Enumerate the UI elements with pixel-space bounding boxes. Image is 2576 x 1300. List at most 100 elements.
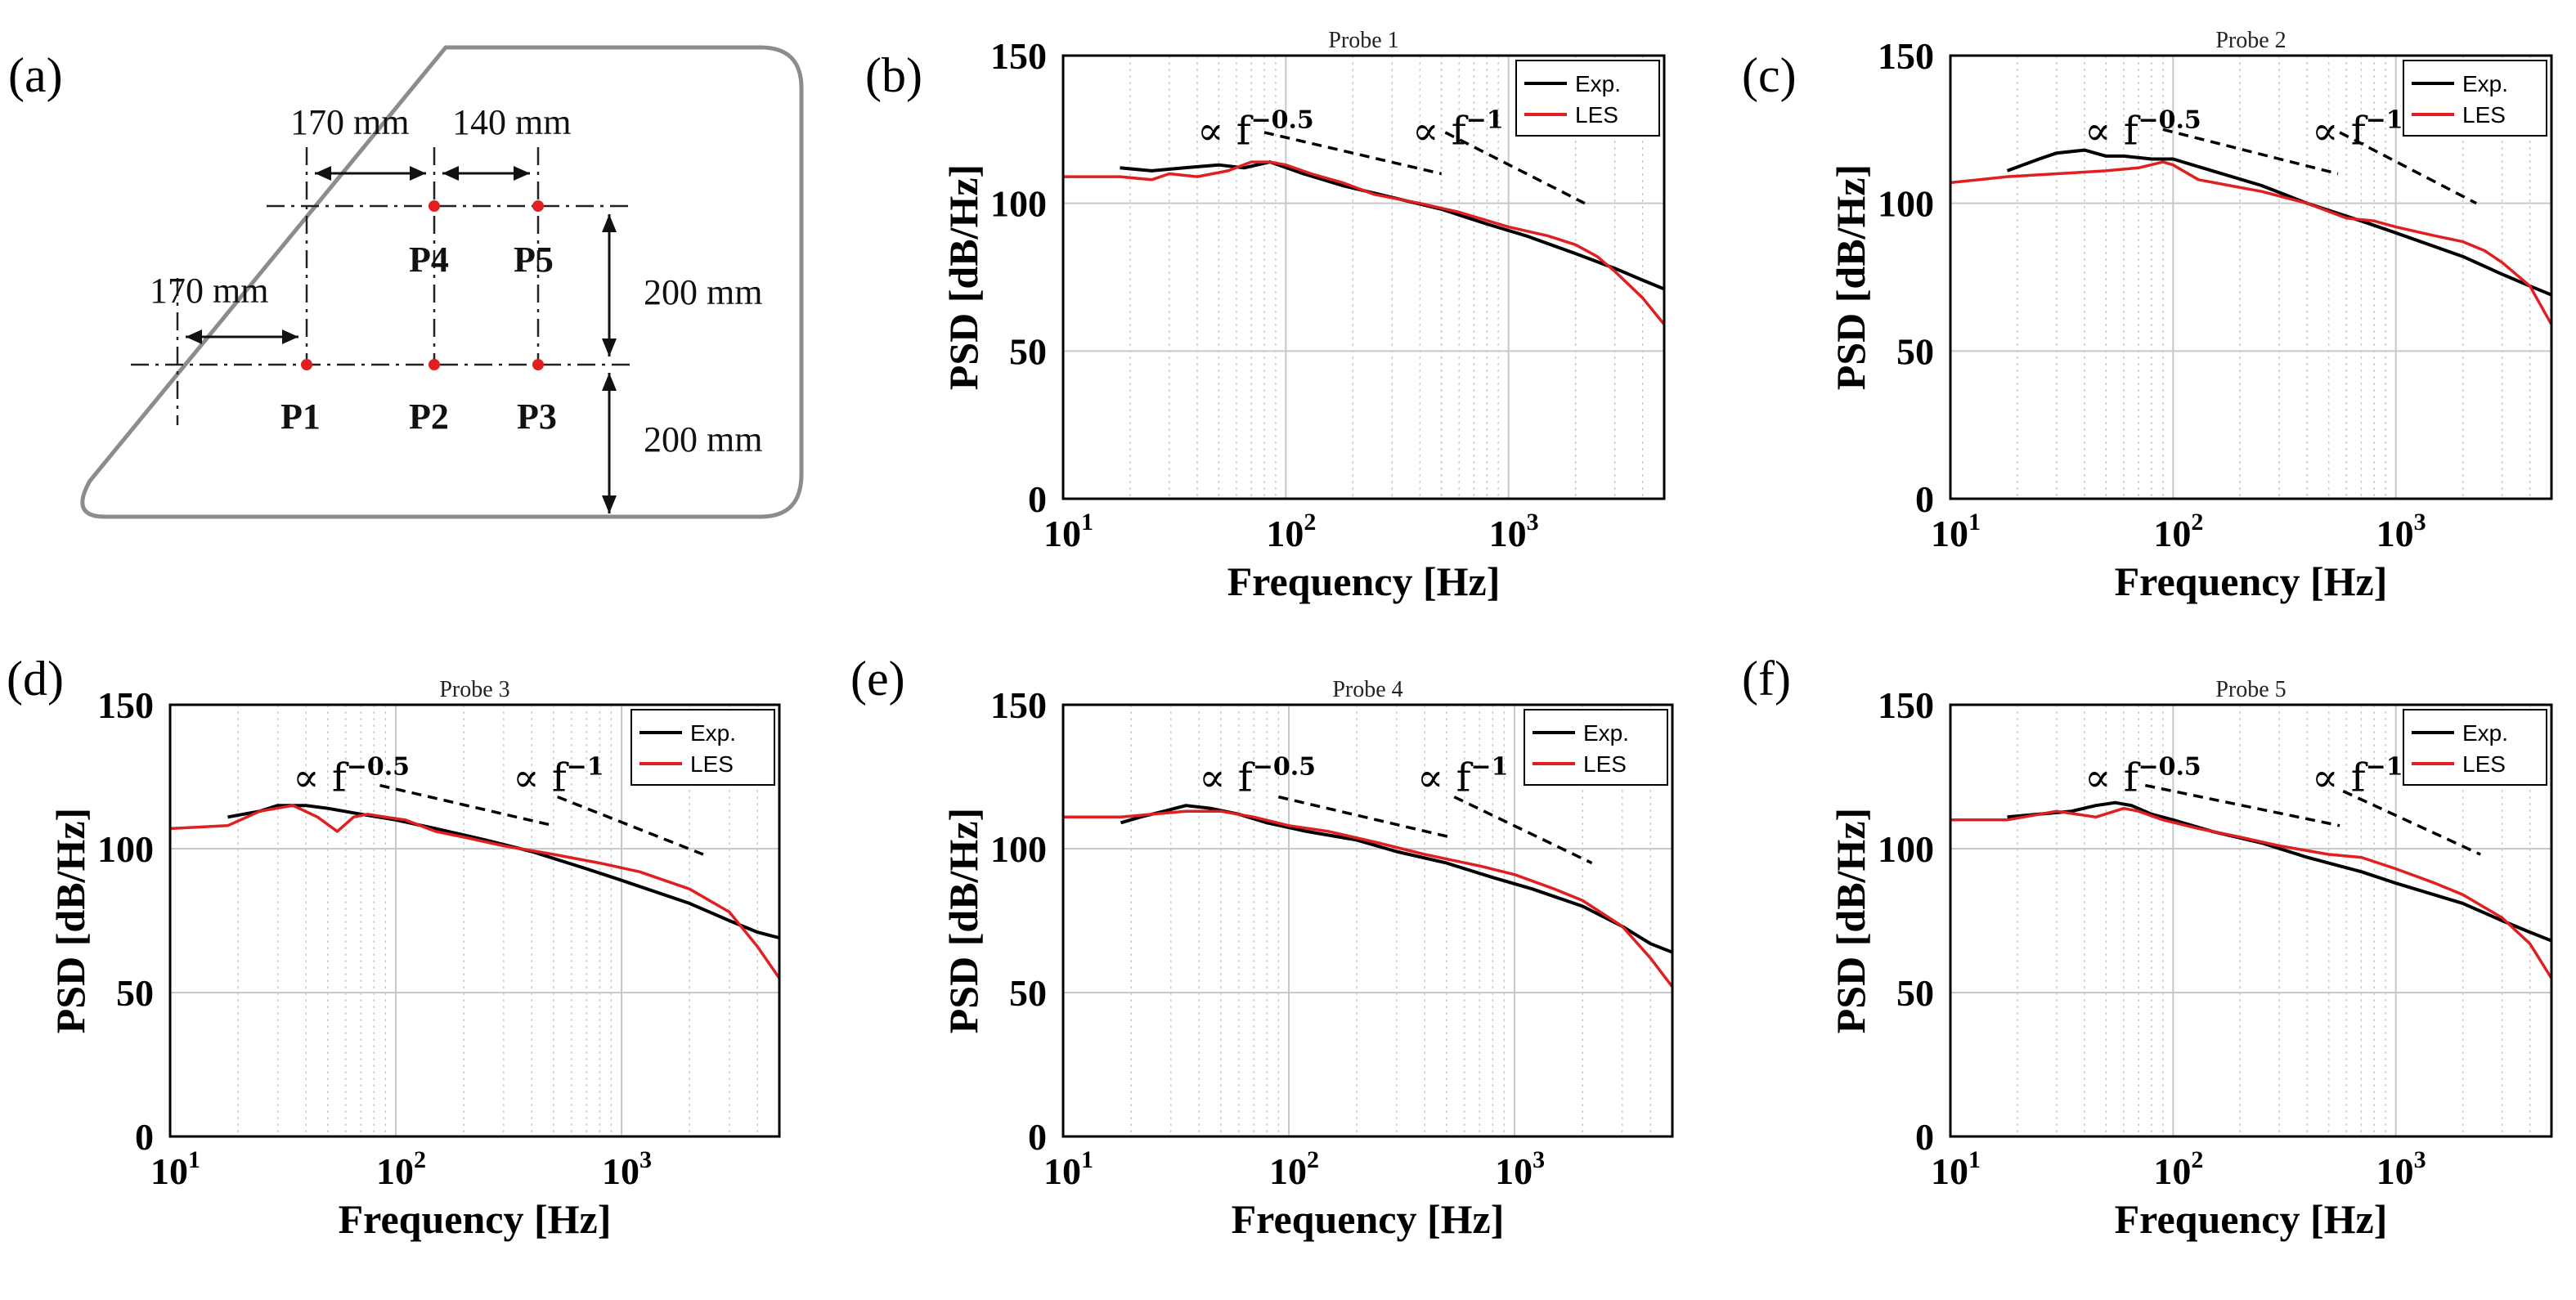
legend-entry: Exp.	[690, 720, 736, 746]
legend: Exp. LES	[631, 709, 775, 786]
probe-label-p3: P3	[517, 397, 557, 437]
dim-label-170-upper: 170 mm	[290, 102, 409, 142]
legend-entry: LES	[2462, 102, 2506, 128]
x-tick-label: 101	[1931, 1146, 1981, 1192]
legend-entry: Exp.	[1583, 720, 1629, 746]
y-tick-label: 150	[1878, 684, 1934, 726]
grid	[1950, 705, 2551, 1136]
y-tick-label: 150	[990, 684, 1047, 726]
probe-marker-p4	[429, 200, 440, 212]
y-tick-label: 100	[990, 828, 1047, 870]
plot-frame	[1949, 54, 2553, 500]
slope-guide-line	[1278, 795, 1452, 839]
y-tick-label: 100	[990, 183, 1047, 225]
dim-arrow-140	[442, 166, 530, 181]
dim-label-170-lower: 170 mm	[150, 271, 268, 311]
legend-box	[2403, 709, 2547, 786]
plot-frame	[1061, 54, 1666, 500]
slope-guide-line	[2162, 128, 2339, 176]
panel-label: (e)	[850, 652, 905, 706]
chart-title: Probe 4	[1332, 677, 1402, 702]
y-tick-label: 150	[1878, 35, 1934, 77]
slope-guide-line	[2339, 131, 2477, 205]
x-tick-label: 102	[376, 1146, 426, 1192]
panel-label-a: (a)	[8, 48, 63, 102]
legend-entry: LES	[1575, 102, 1618, 128]
slope-annotation: ∝ f−1	[2312, 105, 2403, 154]
plot-frame	[1949, 703, 2553, 1138]
tank-outline	[80, 45, 804, 519]
y-axis-title: PSD [dB/Hz]	[1828, 808, 1874, 1033]
slope-annotation: ∝ f−0.5	[2085, 753, 2201, 801]
grid	[170, 705, 779, 1136]
dim-arrow-170-lower	[186, 329, 298, 344]
x-tick-label: 103	[2376, 509, 2426, 554]
slope-guide-line	[1263, 131, 1443, 176]
probe-marker-p3	[532, 359, 544, 370]
y-tick-label: 0	[1915, 478, 1934, 520]
slope-annotation: ∝ f−0.5	[1199, 753, 1316, 801]
legend-box	[1524, 709, 1668, 786]
series-line-les	[1063, 809, 1674, 988]
slope-guide-line	[2342, 790, 2481, 856]
y-tick-label: 50	[1896, 330, 1934, 372]
probe-label-p5: P5	[514, 240, 554, 280]
legend: Exp. LES	[1515, 60, 1660, 137]
probe-label-p4: P4	[409, 240, 449, 280]
y-tick-label: 50	[116, 972, 154, 1014]
x-tick-label: 101	[1043, 509, 1093, 554]
x-axis-title: Frequency [Hz]	[1227, 558, 1501, 604]
y-axis-title: PSD [dB/Hz]	[47, 808, 93, 1033]
y-axis-title: PSD [dB/Hz]	[940, 164, 986, 390]
dim-label-140: 140 mm	[452, 102, 571, 142]
y-tick-label: 50	[1009, 972, 1047, 1014]
legend-entry: LES	[690, 751, 734, 777]
slope-annotation: ∝ f−0.5	[293, 753, 410, 801]
legend-entry: Exp.	[2462, 720, 2508, 746]
dim-arrow-200-lower	[602, 373, 617, 513]
x-tick-label: 102	[1266, 509, 1316, 554]
probe-layout-diagram: (a) 17	[8, 45, 804, 519]
probe-label-p2: P2	[409, 397, 449, 437]
x-tick-label: 102	[2153, 1146, 2203, 1192]
panel-label: (b)	[865, 48, 922, 102]
legend-box	[631, 709, 775, 786]
slope-guide-line	[379, 783, 554, 827]
chart-title: Probe 2	[2215, 28, 2286, 53]
probe-marker-p2	[429, 359, 440, 370]
y-tick-label: 0	[1028, 1116, 1047, 1158]
series-line-exp	[1120, 804, 1673, 954]
y-tick-label: 100	[1878, 183, 1934, 225]
legend-entry: Exp.	[1575, 71, 1621, 96]
dim-label-200-upper: 200 mm	[644, 272, 762, 312]
y-tick-label: 100	[1878, 828, 1934, 870]
y-tick-label: 50	[1009, 330, 1047, 372]
y-tick-label: 150	[990, 35, 1047, 77]
legend: Exp. LES	[1524, 709, 1668, 786]
y-tick-label: 0	[1915, 1116, 1934, 1158]
series-line-les	[1950, 806, 2553, 979]
slope-guide-line	[1453, 796, 1593, 865]
legend-entry: LES	[1583, 751, 1627, 777]
panel-label: (d)	[7, 652, 64, 706]
x-tick-label: 103	[2376, 1146, 2426, 1192]
slope-annotation: ∝ f−1	[1412, 105, 1504, 154]
x-tick-label: 101	[1931, 509, 1981, 554]
x-tick-label: 102	[1269, 1146, 1319, 1192]
chart-probe-2: (c) Probe 2 ∝ f−0.5 ∝ f−1 Exp. LES 0 50 100 150 10…	[1742, 28, 2553, 604]
y-tick-label: 100	[97, 828, 154, 870]
panel-label: (f)	[1742, 652, 1791, 706]
x-tick-label: 101	[150, 1146, 200, 1192]
x-axis-title: Frequency [Hz]	[1232, 1196, 1505, 1242]
x-axis-title: Frequency [Hz]	[2115, 1196, 2388, 1242]
legend: Exp. LES	[2403, 709, 2547, 786]
chart-title: Probe 3	[439, 677, 509, 702]
plot-frame	[1061, 703, 1674, 1138]
legend-box	[2403, 60, 2547, 137]
slope-annotation: ∝ f−0.5	[1197, 105, 1314, 154]
slope-guide-line	[1444, 131, 1586, 205]
slope-annotation: ∝ f−1	[1417, 753, 1509, 801]
x-axis-title: Frequency [Hz]	[2115, 558, 2388, 604]
chart-title: Probe 1	[1328, 28, 1398, 53]
